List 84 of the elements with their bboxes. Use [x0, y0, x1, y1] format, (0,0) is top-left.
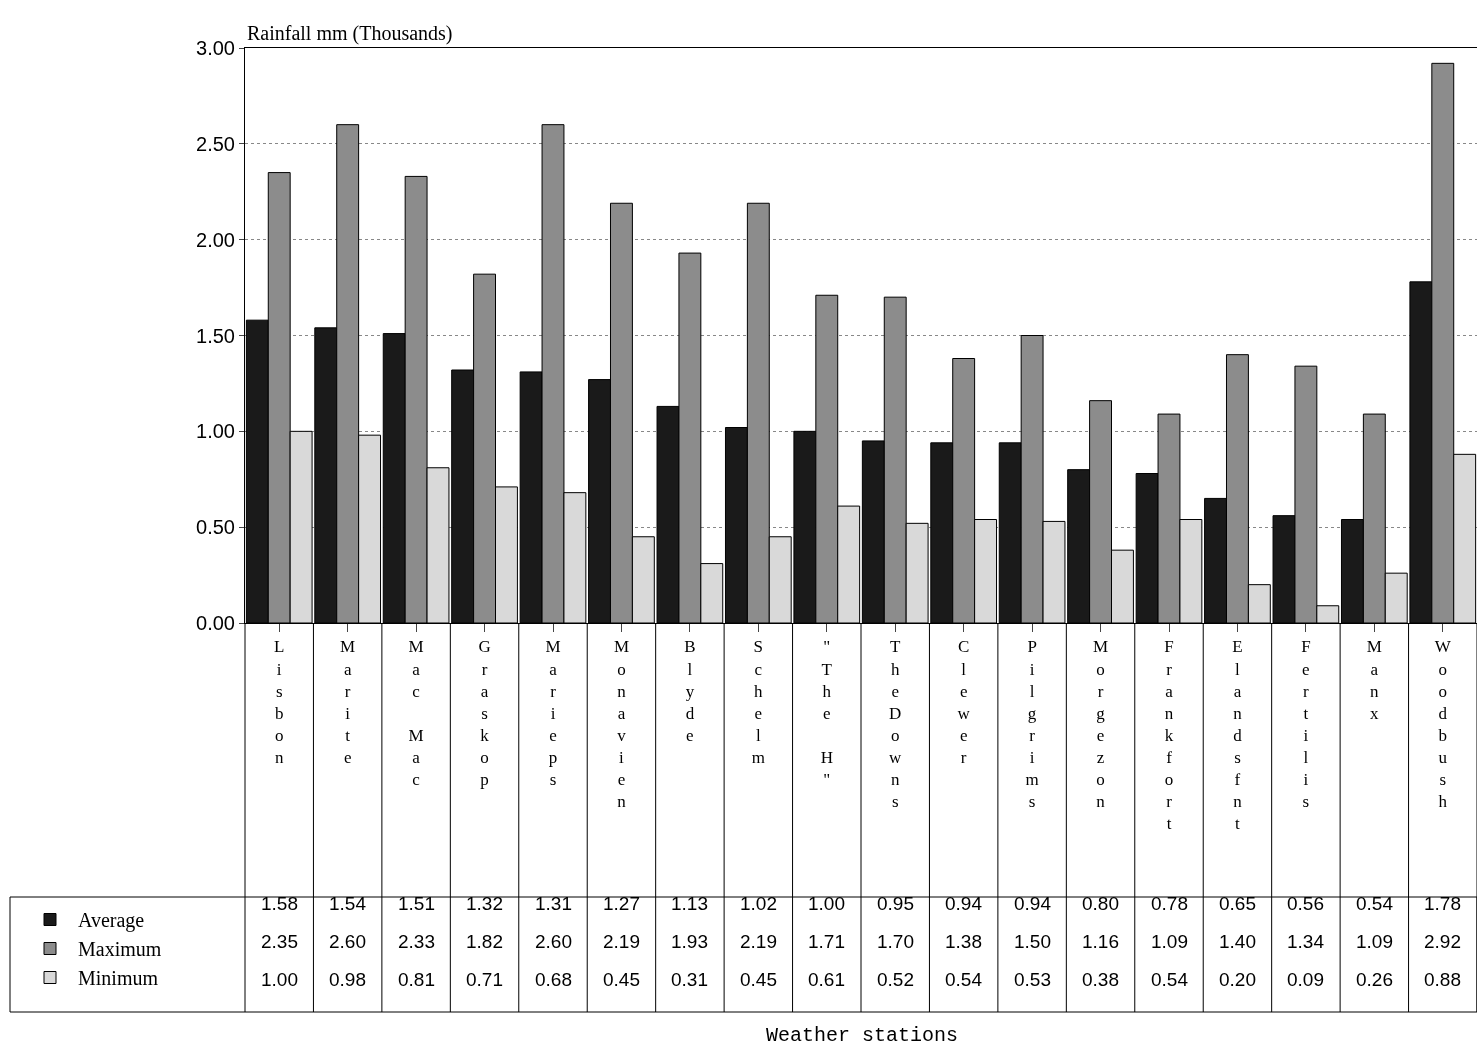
data-label: 1.71 [808, 931, 845, 952]
data-label: 0.88 [1424, 969, 1461, 990]
x-tick-label: Woodbush [1434, 637, 1452, 812]
data-label: 0.65 [1219, 893, 1256, 914]
x-tick-label: Lisbon [274, 637, 285, 767]
data-label: 0.95 [877, 893, 914, 914]
data-label: 1.93 [671, 931, 708, 952]
category-label: "The H" [820, 637, 833, 789]
data-label: 0.54 [1356, 893, 1394, 914]
x-tick-label: Pilgrims [1025, 637, 1039, 812]
y-tick-label: 2.00 [196, 228, 235, 251]
x-tick-label: TheDowns [889, 637, 903, 812]
data-label: 0.54 [1151, 969, 1189, 990]
data-label: 1.32 [466, 893, 503, 914]
data-label: 0.78 [1151, 893, 1188, 914]
data-label: 1.16 [1082, 931, 1119, 952]
data-label: 0.80 [1082, 893, 1119, 914]
data-label: 0.45 [603, 969, 640, 990]
data-label: 0.31 [671, 969, 708, 990]
y-tick-label: 1.50 [196, 324, 235, 347]
data-label: 1.00 [261, 969, 298, 990]
data-label: 0.98 [329, 969, 366, 990]
x-tick-label: Manx [1366, 637, 1382, 723]
category-label: Frankfort [1164, 637, 1174, 834]
data-label: 0.94 [945, 893, 983, 914]
data-label: 2.60 [329, 931, 366, 952]
data-label: 1.09 [1356, 931, 1393, 952]
data-label: 1.78 [1424, 893, 1461, 914]
y-tick-label: 0.00 [196, 612, 235, 634]
data-label: 2.19 [603, 931, 640, 952]
y-tick-label: 3.00 [196, 37, 235, 59]
data-label: 0.38 [1082, 969, 1119, 990]
data-label: 1.40 [1219, 931, 1256, 952]
x-tick-label: Monavien [613, 637, 629, 812]
text: Weather stations [766, 1024, 959, 1047]
x-tick-label: Marieps [545, 637, 561, 789]
data-label: 2.19 [740, 931, 777, 952]
legend-label: Maximum [78, 938, 162, 961]
data-label: 0.94 [1014, 893, 1052, 914]
data-label: 0.52 [877, 969, 914, 990]
y-tick-label: 0.50 [196, 516, 235, 539]
x-tick-label: Marite [340, 637, 356, 767]
data-label: 1.31 [535, 893, 572, 914]
data-label: 1.34 [1287, 931, 1325, 952]
y-axis-title: Rainfall mm (Thousands) [247, 22, 453, 45]
y-tick-label: 1.00 [196, 420, 235, 443]
data-label: 0.20 [1219, 969, 1256, 990]
data-label: 1.50 [1014, 931, 1051, 952]
x-tick-label: Blyde [684, 637, 696, 745]
data-label: 0.54 [945, 969, 983, 990]
data-label: 1.27 [603, 893, 640, 914]
data-label: 0.68 [535, 969, 572, 990]
data-label: 2.35 [261, 931, 298, 952]
data-label: 0.71 [466, 969, 503, 990]
data-label: 2.60 [535, 931, 572, 952]
data-label: 1.00 [808, 893, 845, 914]
data-label: 1.54 [329, 893, 367, 914]
data-label: 2.92 [1424, 931, 1461, 952]
legend-label: Minimum [78, 967, 159, 990]
data-label: 1.13 [671, 893, 708, 914]
legend-label: Average [78, 909, 145, 933]
data-label: 0.09 [1287, 969, 1324, 990]
x-tick-label: Schelm [751, 637, 765, 767]
data-label: 1.70 [877, 931, 914, 952]
data-label: 0.56 [1287, 893, 1324, 914]
y-tick-label: 2.50 [196, 132, 235, 155]
x-tick-label: Fertilis [1301, 637, 1311, 812]
category-label: Elandsfnt [1232, 637, 1243, 834]
data-label: 0.26 [1356, 969, 1393, 990]
data-label: 0.53 [1014, 969, 1051, 990]
x-tick-label: Graskop [478, 637, 491, 789]
x-tick-label: Clewer [957, 637, 971, 767]
data-label: 1.58 [261, 893, 298, 914]
data-label: 1.38 [945, 931, 982, 952]
data-label: 1.09 [1151, 931, 1188, 952]
category-label: Mac Mac [408, 637, 424, 789]
x-tick-label: Morgezon [1093, 637, 1109, 812]
data-label: 1.02 [740, 893, 777, 914]
data-label: 0.81 [398, 969, 435, 990]
data-label: 1.51 [398, 893, 435, 914]
data-label: 0.61 [808, 969, 845, 990]
data-label: 2.33 [398, 931, 435, 952]
data-label: 1.82 [466, 931, 503, 952]
data-label: 0.45 [740, 969, 777, 990]
